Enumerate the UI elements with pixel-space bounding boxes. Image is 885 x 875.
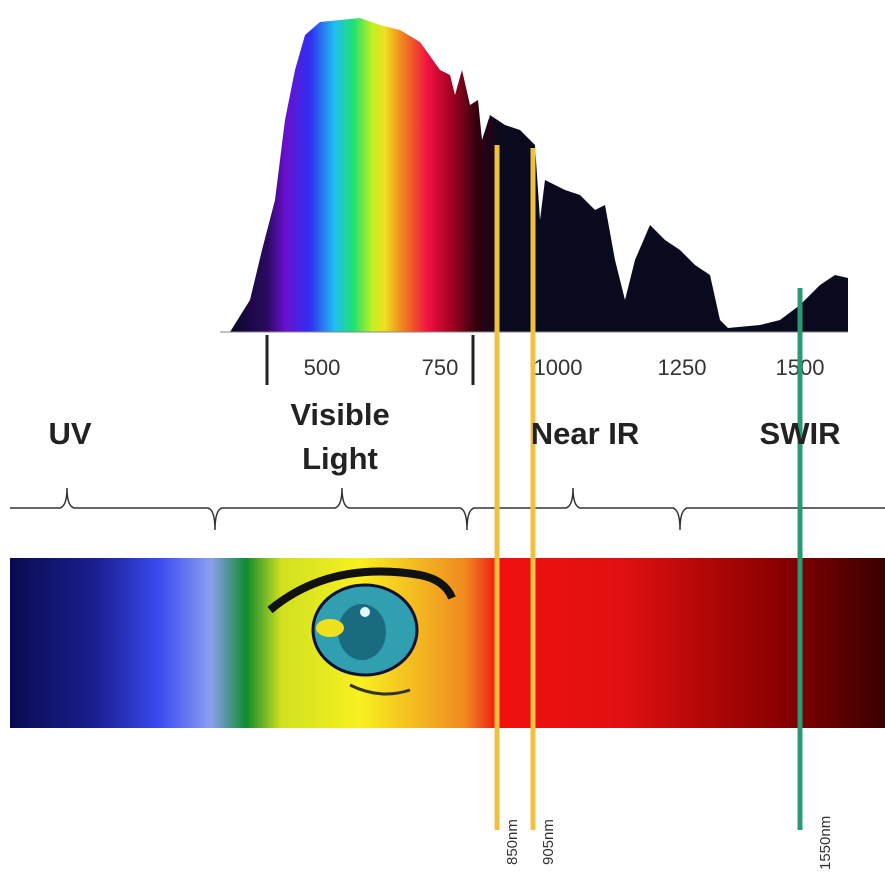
region-label: UV bbox=[20, 412, 120, 456]
tick-label: 1000 bbox=[534, 355, 583, 380]
marker-label: 905nm bbox=[540, 819, 557, 865]
diagram: 500 750 1000 1250 1500 850nm 905nm 1550n… bbox=[0, 0, 885, 875]
spectrum-band bbox=[10, 558, 885, 728]
marker-label: 850nm bbox=[504, 819, 521, 865]
region-label: SWIR bbox=[735, 412, 865, 456]
region-label: Visible Light bbox=[265, 393, 415, 481]
solar-spectrum bbox=[230, 18, 848, 332]
brace-line bbox=[10, 488, 885, 530]
region-label: Near IR bbox=[500, 412, 670, 456]
tick-label: 500 bbox=[304, 355, 341, 380]
tick-label: 1250 bbox=[658, 355, 707, 380]
marker-label: 1550nm bbox=[817, 816, 834, 870]
tick-label: 750 bbox=[422, 355, 459, 380]
